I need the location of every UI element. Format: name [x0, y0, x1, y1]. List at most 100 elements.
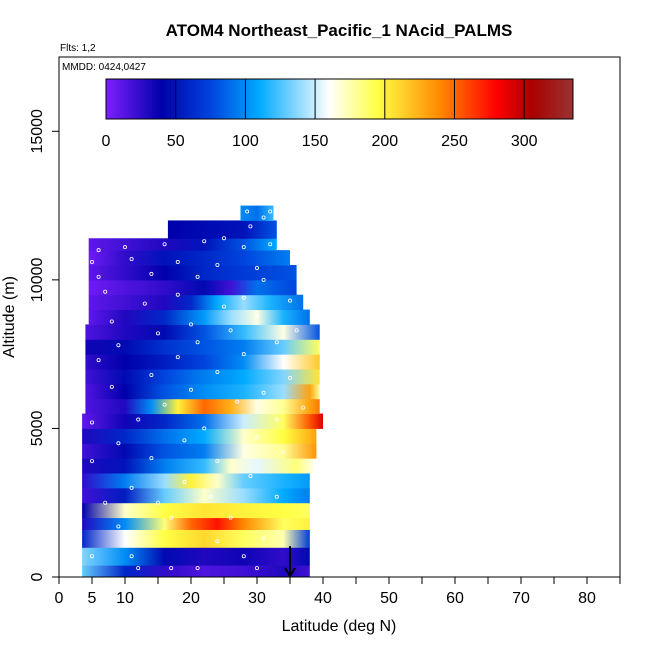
- x-tick-label: 5: [88, 590, 97, 607]
- heatmap-band: [85, 324, 320, 340]
- colorbar-ticks: 0 50 100 150 200 250 300: [102, 79, 538, 150]
- sample-point: [116, 343, 121, 348]
- sample-point: [301, 405, 306, 410]
- sample-point: [136, 566, 141, 571]
- x-axis: 0 5 10 20 30 40 50 60 70 80: [55, 577, 621, 607]
- sample-point: [254, 566, 259, 571]
- sample-point: [195, 274, 200, 279]
- heatmap-band: [82, 443, 317, 459]
- sample-point: [274, 494, 279, 499]
- sample-point: [261, 215, 266, 220]
- flights-label: Flts: 1,2: [60, 43, 96, 54]
- x-tick-label: 50: [380, 590, 398, 607]
- plot-frame: [58, 56, 621, 578]
- heatmap-band: [85, 354, 320, 370]
- sample-point: [274, 340, 279, 345]
- sample-points: [90, 209, 306, 571]
- sample-point: [188, 322, 193, 327]
- heatmap-bands: [82, 205, 323, 577]
- y-axis-label: Altitude (m): [1, 276, 18, 358]
- x-tick-label: 40: [314, 590, 332, 607]
- x-tick-label: 30: [248, 590, 266, 607]
- sample-point: [215, 262, 220, 267]
- heatmap-band: [240, 205, 274, 221]
- arrow-marker: [284, 546, 296, 578]
- sample-point: [215, 369, 220, 374]
- sample-point: [169, 566, 174, 571]
- sample-point: [175, 355, 180, 360]
- sample-point: [235, 399, 240, 404]
- sample-point: [129, 257, 134, 262]
- sample-point: [129, 554, 134, 559]
- heatmap-band: [167, 220, 277, 239]
- sample-point: [241, 554, 246, 559]
- y-tick-label: 0: [29, 572, 46, 581]
- colorbar-gradient: [105, 78, 574, 120]
- sample-point: [109, 384, 114, 389]
- sample-point: [162, 242, 167, 247]
- sample-point: [90, 554, 95, 559]
- x-tick-label: 60: [446, 590, 464, 607]
- mmdd-label: MMDD: 0424,0427: [62, 62, 146, 73]
- sample-point: [261, 390, 266, 395]
- heatmap-band: [82, 487, 310, 504]
- colorbar-tick-label: 250: [441, 133, 468, 150]
- sample-point: [116, 524, 121, 529]
- y-tick-label: 15000: [29, 109, 46, 154]
- sample-point: [149, 271, 154, 276]
- sample-point: [155, 500, 160, 505]
- sample-point: [155, 331, 160, 336]
- colorbar-tick-label: 150: [302, 133, 329, 150]
- heatmap-band: [85, 369, 320, 385]
- sample-point: [169, 515, 174, 520]
- sample-point: [215, 459, 220, 464]
- sample-point: [90, 420, 95, 425]
- sample-point: [182, 479, 187, 484]
- heatmap-band: [88, 309, 310, 325]
- x-tick-label: 20: [182, 590, 200, 607]
- sample-point: [142, 301, 147, 306]
- sample-point: [136, 417, 141, 422]
- heatmap-band: [82, 547, 310, 566]
- heatmap-band: [88, 294, 304, 311]
- heatmap-band: [88, 279, 297, 296]
- sample-point: [202, 239, 207, 244]
- sample-point: [195, 566, 200, 571]
- sample-point: [96, 248, 101, 253]
- sample-point: [254, 313, 259, 318]
- sample-point: [188, 387, 193, 392]
- sample-point: [248, 224, 253, 229]
- sample-point: [109, 319, 114, 324]
- sample-point: [274, 417, 279, 422]
- sample-point: [287, 298, 292, 303]
- sample-point: [248, 473, 253, 478]
- sample-point: [228, 515, 233, 520]
- heatmap-band: [82, 428, 317, 444]
- sample-point: [96, 274, 101, 279]
- heatmap-band: [82, 517, 310, 530]
- heatmap-band: [82, 529, 310, 548]
- x-tick-label: 70: [512, 590, 530, 607]
- sample-point: [294, 328, 299, 333]
- sample-point: [228, 328, 233, 333]
- sample-point: [123, 245, 128, 250]
- x-axis-label: Latitude (deg N): [282, 618, 397, 635]
- sample-point: [182, 438, 187, 443]
- sample-point: [241, 245, 246, 250]
- sample-point: [129, 485, 134, 490]
- y-tick-label: 10000: [29, 258, 46, 303]
- heatmap-band: [82, 473, 310, 489]
- heatmap-band: [85, 339, 320, 355]
- colorbar-tick-label: 0: [102, 133, 111, 150]
- heatmap-band: [82, 458, 314, 474]
- sample-point: [202, 426, 207, 431]
- sample-point: [96, 358, 101, 363]
- sample-point: [103, 500, 108, 505]
- x-tick-label: 10: [116, 590, 134, 607]
- colorbar-tick-label: 100: [232, 133, 259, 150]
- sample-point: [241, 352, 246, 357]
- sample-point: [261, 536, 266, 541]
- sample-point: [245, 209, 250, 214]
- heatmap-band: [82, 413, 323, 429]
